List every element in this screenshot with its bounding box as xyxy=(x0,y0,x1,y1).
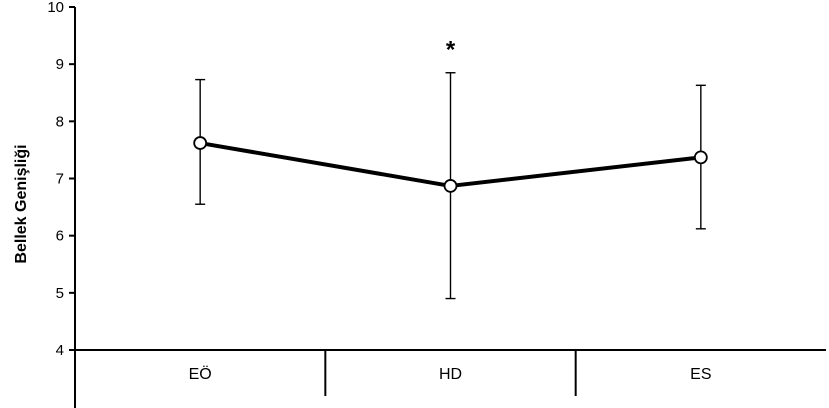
y-tick-label: 10 xyxy=(47,0,64,16)
x-category-label: EÖ xyxy=(189,365,212,383)
x-category-label: ES xyxy=(690,366,711,383)
data-point xyxy=(193,136,208,150)
y-tick-label: 4 xyxy=(56,342,64,359)
data-point xyxy=(693,150,708,165)
y-tick-label: 5 xyxy=(56,285,64,302)
data-point xyxy=(443,179,458,193)
y-tick-label: 8 xyxy=(56,113,64,130)
data-points xyxy=(193,136,708,193)
x-categories: EÖ HD ES xyxy=(189,365,712,383)
y-axis-title: Bellek Genişliği xyxy=(13,144,30,263)
annotations: * xyxy=(446,37,456,64)
y-ticks: 4 5 6 7 8 9 10 xyxy=(47,0,75,359)
y-tick-label: 9 xyxy=(56,56,64,73)
y-tick-label: 6 xyxy=(56,228,64,245)
x-category-label: HD xyxy=(439,366,462,383)
significance-asterisk: * xyxy=(446,37,456,64)
y-tick-label: 7 xyxy=(56,171,64,188)
axes xyxy=(74,7,826,408)
